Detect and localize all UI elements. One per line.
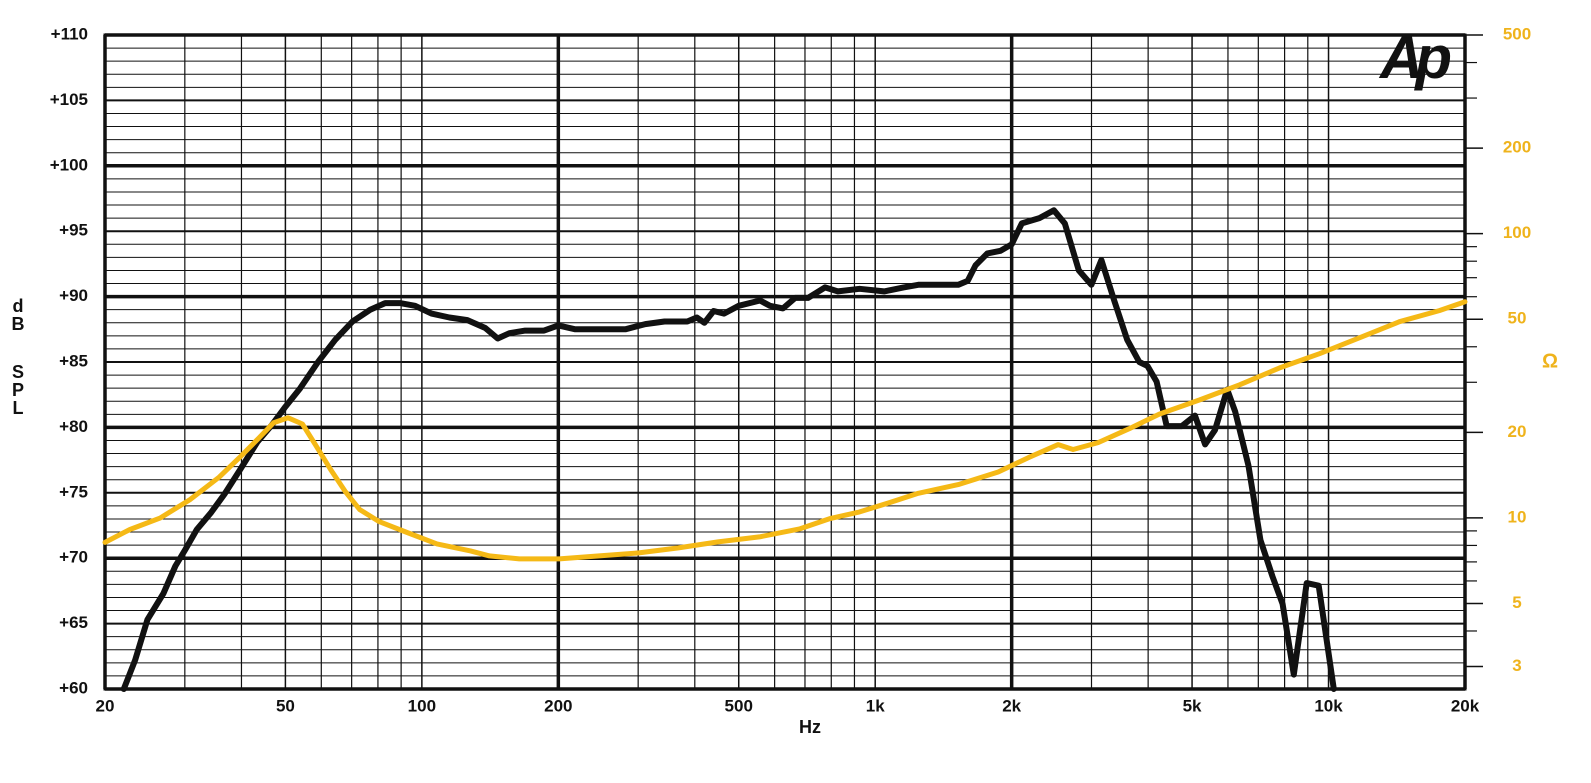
x-tick-label: 1k (866, 696, 885, 715)
y-tick-label: +105 (50, 90, 88, 109)
grid: +60 +65 +70 +75 +80 +85 +90 +95 +100 +105 +110 20 50… (50, 24, 1531, 715)
curves (102, 207, 1468, 692)
y2-tick-label: 3 (1512, 656, 1521, 675)
x-tick-label: 20k (1451, 696, 1480, 715)
y-tick-label: +95 (59, 221, 88, 240)
y2-tick-label: 10 (1508, 507, 1527, 526)
x-tick-label: 100 (408, 696, 436, 715)
y-tick-label: +100 (50, 155, 88, 174)
y2-tick-label: 100 (1503, 223, 1531, 242)
x-tick-label: 2k (1002, 696, 1021, 715)
logo: Ap (1378, 24, 1450, 91)
y2-tick-label: 5 (1512, 593, 1521, 612)
y-tick-label: +60 (59, 678, 88, 697)
x-axis-label: Hz (799, 717, 821, 737)
y2-tick-label: 500 (1503, 24, 1531, 43)
x-tick-label: 5k (1183, 696, 1202, 715)
y2-axis-label: Ω (1542, 350, 1558, 372)
response-curve (120, 207, 1337, 692)
y-tick-label: +80 (59, 417, 88, 436)
x-tick-label: 20 (96, 696, 115, 715)
x-tick-label: 10k (1314, 696, 1343, 715)
y-tick-label: +70 (59, 548, 88, 567)
plot-frame (103, 33, 1467, 691)
response-curve (102, 299, 1468, 562)
y-tick-label: +90 (59, 286, 88, 305)
x-tick-label: 50 (276, 696, 295, 715)
x-tick-label: 200 (544, 696, 572, 715)
y-tick-label: +85 (59, 351, 88, 370)
y-axis-label: SPL (8, 362, 28, 416)
y2-tick-label: 20 (1508, 422, 1527, 441)
y-tick-label: +110 (51, 24, 88, 43)
y-tick-label: +75 (59, 482, 88, 501)
x-tick-label: 500 (725, 696, 753, 715)
y-axis-label: dB (8, 296, 28, 332)
y-tick-label: +65 (59, 613, 88, 632)
y2-tick-label: 50 (1508, 309, 1527, 328)
y2-tick-label: 200 (1503, 138, 1531, 157)
